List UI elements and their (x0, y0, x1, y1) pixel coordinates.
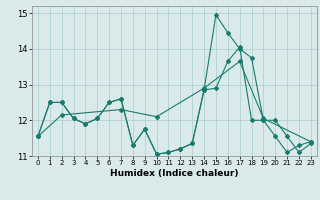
X-axis label: Humidex (Indice chaleur): Humidex (Indice chaleur) (110, 169, 239, 178)
